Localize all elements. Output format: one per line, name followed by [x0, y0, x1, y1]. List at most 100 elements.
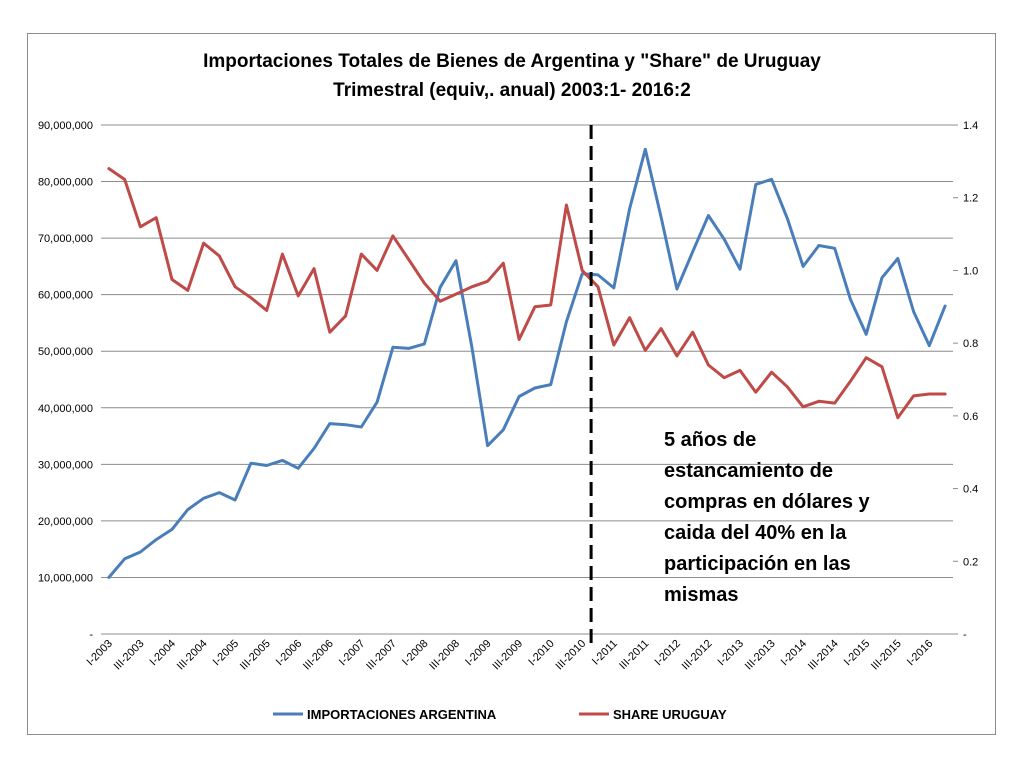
data-point: [928, 344, 931, 347]
y-left-tick-label: 10,000,000: [38, 572, 93, 584]
data-point: [234, 286, 236, 288]
legend-label-importaciones: IMPORTACIONES ARGENTINA: [307, 707, 497, 722]
data-point: [281, 253, 284, 255]
data-point: [707, 214, 710, 217]
x-tick-label: I-2007: [337, 638, 368, 669]
data-point: [549, 383, 552, 386]
x-tick-label: I-2016: [905, 638, 936, 669]
data-point: [455, 259, 457, 262]
data-point: [202, 242, 205, 244]
x-tick-label: III-2014: [806, 638, 841, 673]
data-point: [928, 393, 931, 395]
data-point: [139, 226, 142, 228]
data-point: [833, 402, 836, 404]
data-point: [376, 269, 378, 272]
data-point: [218, 255, 221, 257]
data-point: [187, 508, 189, 511]
data-point: [802, 406, 804, 408]
series-line: [107, 147, 947, 579]
x-tick-label: I-2006: [274, 638, 305, 669]
x-tick-label: III-2009: [490, 638, 525, 673]
x-tick-label: I-2015: [842, 638, 873, 669]
data-point: [881, 276, 883, 279]
x-tick-label: I-2009: [463, 638, 494, 669]
data-point: [518, 338, 520, 341]
x-tick-label: I-2010: [526, 638, 557, 669]
y-left-tick-label: 30,000,000: [38, 459, 93, 471]
chart-title-line-1: Importaciones Totales de Bienes de Argen…: [203, 51, 821, 72]
data-point: [155, 538, 157, 541]
y-left-tick-label: 70,000,000: [38, 233, 93, 245]
x-tick-label: III-2003: [112, 638, 147, 673]
x-tick-label: III-2011: [617, 638, 651, 672]
data-point: [865, 356, 867, 359]
data-point: [881, 366, 883, 368]
data-point: [471, 286, 473, 288]
data-point: [755, 391, 757, 394]
x-tick-label: I-2014: [779, 638, 810, 669]
data-point: [471, 345, 473, 348]
data-point: [344, 423, 347, 426]
data-point: [865, 333, 867, 336]
x-tick-label: I-2004: [148, 638, 179, 669]
data-point: [944, 393, 946, 395]
y-left-tick-label: 50,000,000: [38, 346, 93, 358]
y-right-tick-label: 0.6: [963, 411, 978, 423]
data-point: [439, 286, 442, 289]
data-point: [597, 286, 599, 288]
annotation-line-1: 5 años de: [664, 429, 756, 451]
data-point: [518, 395, 520, 398]
x-tick-label: III-2005: [238, 638, 273, 673]
data-point: [660, 327, 662, 330]
y-left-tick-label: 60,000,000: [38, 290, 93, 302]
y-left-tick-label: 90,000,000: [38, 120, 93, 132]
data-point: [944, 305, 946, 307]
data-point: [802, 265, 804, 268]
data-point: [171, 528, 173, 531]
data-point: [613, 344, 615, 346]
data-point: [123, 558, 126, 560]
data-point: [755, 183, 757, 186]
x-tick-label: I-2012: [652, 638, 683, 669]
data-point: [786, 386, 789, 388]
data-point: [123, 178, 126, 181]
data-point: [849, 380, 852, 383]
data-point: [897, 257, 899, 260]
data-point: [171, 278, 173, 281]
data-point: [281, 459, 284, 462]
data-point: [897, 416, 899, 419]
data-point: [565, 204, 568, 206]
data-point: [297, 295, 300, 297]
x-tick-label: III-2013: [743, 638, 778, 673]
annotation-line-3: compras en dólares y: [664, 491, 871, 513]
data-point: [723, 376, 725, 379]
data-point: [786, 217, 789, 220]
data-point: [218, 491, 221, 494]
annotation-line-6: mismas: [664, 584, 739, 606]
data-point: [818, 400, 820, 403]
data-point: [534, 306, 536, 308]
data-point: [439, 300, 442, 303]
data-point: [628, 316, 631, 319]
chart: - 10,000,000 20,000,000 30,000,000 40,000,00…: [38, 51, 978, 722]
x-tick-label: III-2010: [553, 638, 588, 673]
data-point: [502, 262, 505, 264]
y-left-tick-label: 80,000,000: [38, 177, 93, 189]
data-point: [549, 304, 552, 306]
data-point: [202, 497, 205, 500]
data-point: [644, 349, 647, 352]
data-point: [407, 258, 410, 261]
y-right-tick-label: 1.4: [963, 120, 978, 132]
data-point: [660, 216, 662, 218]
y-right-tick-label: 1.2: [963, 193, 978, 205]
data-point: [581, 269, 583, 272]
data-point: [770, 178, 773, 181]
y-left-tick-label: 40,000,000: [38, 403, 93, 415]
data-point: [770, 371, 773, 374]
data-point: [455, 293, 457, 295]
data-point: [392, 235, 394, 237]
data-point: [234, 499, 236, 501]
data-point: [707, 364, 710, 366]
data-point: [691, 250, 694, 253]
data-point: [313, 267, 315, 270]
